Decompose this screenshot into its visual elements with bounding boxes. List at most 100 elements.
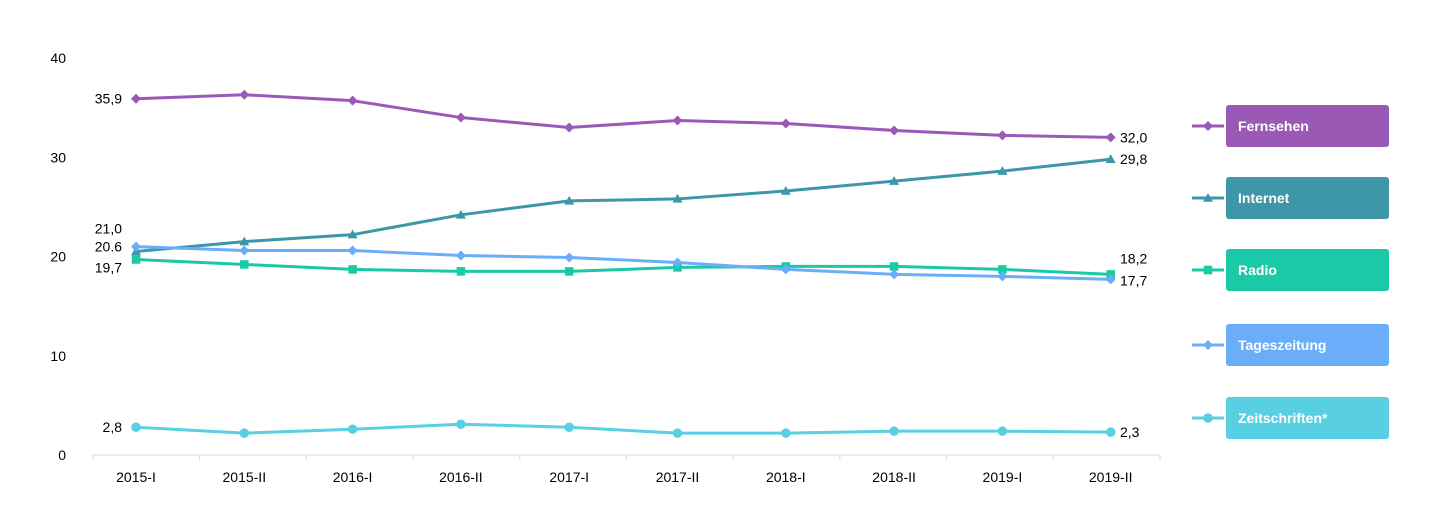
series-line (135, 245, 1111, 281)
data-point (997, 130, 1008, 141)
data-point (997, 426, 1008, 436)
x-tick-label: 2016-II (439, 469, 483, 485)
legend-marker (1203, 265, 1213, 275)
data-point (347, 424, 358, 434)
data-labels: 35,9 32,0 29,8 19,7 18,2 21,0 20.6 17,7 2,8 2,3 (95, 91, 1148, 440)
series-line (135, 93, 1111, 139)
data-point (455, 250, 466, 261)
data-point (1105, 427, 1116, 437)
data-point (997, 166, 1008, 175)
series-3 (131, 241, 1116, 285)
legend-box (1226, 105, 1389, 147)
data-point (672, 193, 683, 203)
x-tick-label: 2018-I (766, 469, 806, 485)
data-point (239, 245, 250, 256)
legend-box (1226, 397, 1389, 439)
data-point (131, 422, 141, 432)
x-tick-label: 2019-II (1089, 469, 1133, 485)
data-point (889, 269, 900, 280)
y-tick-label: 0 (58, 447, 66, 463)
legend-marker (1203, 193, 1213, 202)
legend-marker (1203, 121, 1213, 131)
series-line (135, 257, 1111, 276)
legend-marker (1203, 413, 1213, 423)
data-point (889, 262, 899, 271)
data-point (347, 229, 358, 239)
data-point (672, 428, 683, 438)
end-value-label: 18,2 (1120, 250, 1147, 266)
data-point (131, 93, 141, 104)
y-axis: 0 10 20 30 40 (50, 50, 66, 463)
legend-item: Internet (1192, 177, 1389, 219)
data-point (889, 426, 899, 436)
data-point (997, 271, 1008, 282)
data-point (240, 260, 249, 269)
x-axis: 2015-I 2015-II 2016-I 2016-II 2017-I 2017-II 2… (92, 454, 1161, 485)
x-tick-label: 2017-I (549, 469, 589, 485)
data-point (239, 236, 250, 246)
data-point (564, 195, 575, 205)
data-point (780, 185, 791, 195)
data-point (347, 95, 358, 106)
data-point (131, 255, 141, 264)
end-value-label: 17,7 (1120, 272, 1147, 288)
legend-label: Fernsehen (1238, 118, 1309, 134)
series-0 (131, 89, 1116, 143)
legend-item: Zeitschriften* (1192, 397, 1389, 439)
start-value-label: 19,7 (95, 259, 122, 275)
end-value-label: 2,3 (1120, 424, 1140, 440)
data-point (998, 265, 1007, 274)
legend-item: Tageszeitung (1192, 324, 1389, 366)
data-point (1105, 132, 1116, 143)
data-point (564, 252, 575, 263)
x-tick-label: 2015-I (116, 469, 156, 485)
legend-label: Zeitschriften* (1238, 410, 1328, 426)
data-point (564, 122, 575, 133)
legend-item: Fernsehen (1192, 105, 1389, 147)
data-point (347, 245, 358, 256)
legend-label: Internet (1238, 190, 1290, 206)
data-point (455, 112, 466, 123)
x-tick-label: 2019-I (983, 469, 1023, 485)
series-4 (131, 419, 1116, 438)
start-value-label: 2,8 (103, 419, 123, 435)
legend-box (1226, 249, 1389, 291)
x-tick-label: 2017-II (656, 469, 700, 485)
data-point (348, 265, 357, 274)
y-tick-label: 20 (50, 249, 66, 265)
data-point (455, 209, 466, 219)
data-point (239, 89, 250, 100)
series-line (135, 422, 1111, 435)
data-point (1105, 274, 1116, 285)
x-tick-label: 2018-II (872, 469, 916, 485)
legend-marker (1203, 340, 1213, 350)
data-point (131, 241, 141, 252)
data-point (239, 428, 250, 438)
y-tick-label: 30 (50, 149, 66, 165)
legend-box (1226, 177, 1389, 219)
data-point (564, 267, 574, 276)
data-point (456, 419, 466, 429)
data-point (889, 125, 900, 136)
data-point (564, 422, 574, 432)
data-point (672, 257, 683, 268)
data-point (780, 264, 791, 275)
data-point (1105, 154, 1116, 163)
data-point (889, 176, 900, 185)
series-1 (131, 154, 1116, 256)
y-tick-label: 40 (50, 50, 66, 66)
legend: Fernsehen Internet Radio Tageszeitung Zeitsc… (1192, 105, 1389, 439)
legend-label: Radio (1238, 262, 1277, 278)
end-value-label: 29,8 (1120, 151, 1147, 167)
start-value-label: 21,0 (95, 221, 122, 237)
legend-item: Radio (1192, 249, 1389, 291)
series-line (135, 157, 1111, 254)
start-value-label: 20.6 (95, 239, 122, 255)
legend-label: Tageszeitung (1238, 337, 1326, 353)
legend-box (1226, 324, 1389, 366)
x-tick-label: 2016-I (333, 469, 373, 485)
data-point (781, 428, 791, 438)
x-tick-label: 2015-II (223, 469, 267, 485)
y-tick-label: 10 (50, 348, 66, 364)
